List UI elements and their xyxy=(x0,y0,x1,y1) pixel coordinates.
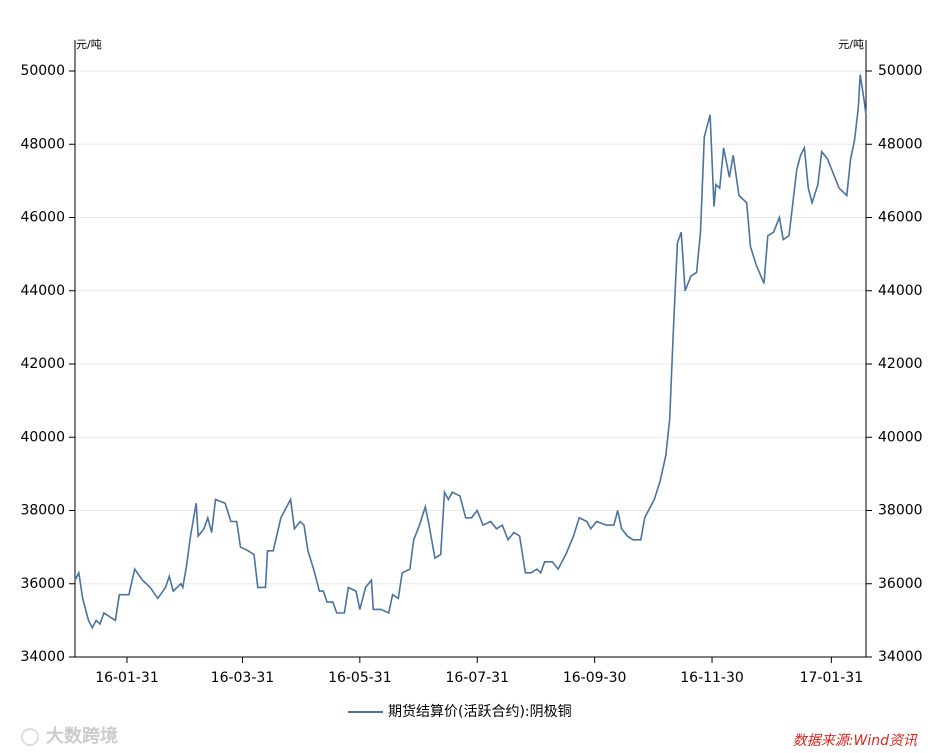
y2-tick-label: 44000 xyxy=(878,283,923,299)
x-tick-label: 16-03-31 xyxy=(211,670,275,686)
y2-tick-label: 34000 xyxy=(878,649,923,665)
x-tick-label: 16-11-30 xyxy=(680,670,744,686)
source: 数据来源:Wind资讯 xyxy=(793,733,918,749)
y2-tick-label: 42000 xyxy=(878,356,923,372)
y2-tick-label: 36000 xyxy=(878,576,923,592)
watermark-icon xyxy=(21,728,39,746)
x-tick-label: 16-07-31 xyxy=(445,670,509,686)
y-tick-label: 44000 xyxy=(20,283,65,299)
y-tick-label: 38000 xyxy=(20,503,65,519)
y-tick-label: 34000 xyxy=(20,649,65,665)
x-tick-label: 16-05-31 xyxy=(328,670,392,686)
y-tick-label: 42000 xyxy=(20,356,65,372)
x-tick-label: 16-01-31 xyxy=(95,670,159,686)
series-line xyxy=(74,74,867,630)
y2-tick-label: 38000 xyxy=(878,503,923,519)
y-tick-label: 50000 xyxy=(20,63,65,79)
y-tick-label: 40000 xyxy=(20,429,65,445)
y-tick-label: 48000 xyxy=(20,136,65,152)
y-tick-label: 36000 xyxy=(20,576,65,592)
y2-unit: 元/吨 xyxy=(838,38,864,51)
y2-tick-label: 48000 xyxy=(878,136,923,152)
y-tick-label: 46000 xyxy=(20,210,65,226)
y2-tick-label: 40000 xyxy=(878,429,923,445)
legend-label: 期货结算价(活跃合约):阴极铜 xyxy=(388,703,572,720)
y2-tick-label: 50000 xyxy=(878,63,923,79)
watermark: 大数跨境 xyxy=(46,725,118,747)
y2-tick-label: 46000 xyxy=(878,210,923,226)
y-unit: 元/吨 xyxy=(76,38,102,51)
x-tick-label: 16-09-30 xyxy=(563,670,627,686)
x-tick-label: 17-01-31 xyxy=(800,670,864,686)
